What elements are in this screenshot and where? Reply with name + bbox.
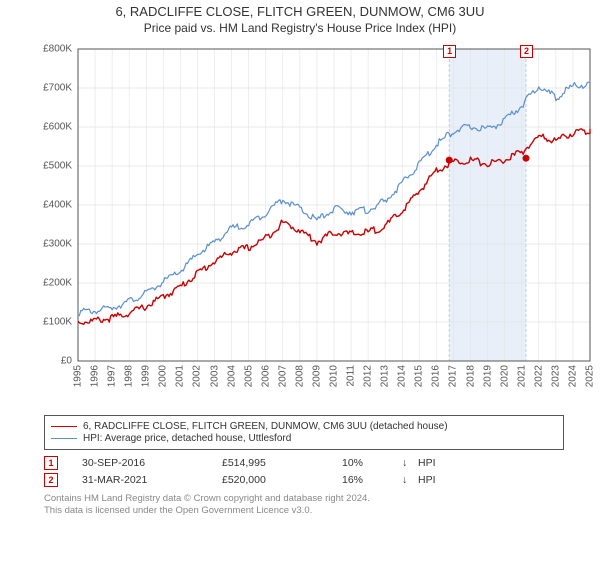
- x-axis-label: 2018: [465, 365, 476, 387]
- y-axis-label: £200K: [43, 278, 72, 289]
- x-axis-label: 2016: [431, 365, 442, 387]
- sale-date: 30-SEP-2016: [82, 457, 222, 469]
- sale-hpi-label: HPI: [418, 474, 436, 486]
- x-axis-label: 2014: [397, 365, 408, 387]
- footer-line1: Contains HM Land Registry data © Crown c…: [44, 493, 600, 505]
- legend-swatch-hpi: [51, 438, 77, 439]
- legend-item-hpi: HPI: Average price, detached house, Uttl…: [51, 433, 557, 444]
- x-axis-label: 1997: [107, 365, 118, 387]
- y-axis-label: £100K: [43, 317, 72, 328]
- down-arrow-icon: ↓: [402, 474, 418, 486]
- x-axis-label: 2009: [311, 365, 322, 387]
- x-axis-label: 2020: [499, 365, 510, 387]
- page-subtitle: Price paid vs. HM Land Registry's House …: [0, 21, 600, 35]
- x-axis-label: 2001: [175, 365, 186, 387]
- y-axis-label: £0: [61, 356, 72, 367]
- x-axis-label: 1999: [141, 365, 152, 387]
- y-axis-label: £600K: [43, 122, 72, 133]
- table-row: 1 30-SEP-2016 £514,995 10% ↓ HPI: [44, 456, 564, 470]
- x-axis-label: 1998: [124, 365, 135, 387]
- price-chart: [38, 41, 598, 411]
- x-axis-label: 2002: [192, 365, 203, 387]
- sale-marker-2: 2: [44, 473, 58, 487]
- sale-pct: 10%: [342, 457, 402, 469]
- x-axis-label: 2000: [158, 365, 169, 387]
- x-axis-label: 2005: [243, 365, 254, 387]
- x-axis-label: 2006: [260, 365, 271, 387]
- legend-label: HPI: Average price, detached house, Uttl…: [83, 433, 291, 444]
- x-axis-label: 2012: [363, 365, 374, 387]
- x-axis-label: 1996: [90, 365, 101, 387]
- x-axis-label: 2023: [550, 365, 561, 387]
- sale-date: 31-MAR-2021: [82, 474, 222, 486]
- x-axis-label: 2024: [567, 365, 578, 387]
- y-axis-label: £300K: [43, 239, 72, 250]
- sales-table: 1 30-SEP-2016 £514,995 10% ↓ HPI 2 31-MA…: [44, 456, 564, 487]
- chart-area: £0 £100K £200K £300K £400K £500K £600K £700K £80…: [38, 41, 598, 411]
- table-row: 2 31-MAR-2021 £520,000 16% ↓ HPI: [44, 473, 564, 487]
- down-arrow-icon: ↓: [402, 457, 418, 469]
- footer-line2: This data is licensed under the Open Gov…: [44, 505, 600, 517]
- sale-price: £514,995: [222, 457, 342, 469]
- footer-attribution: Contains HM Land Registry data © Crown c…: [44, 493, 600, 518]
- sale-marker-1: 1: [44, 456, 58, 470]
- page-title: 6, RADCLIFFE CLOSE, FLITCH GREEN, DUNMOW…: [0, 4, 600, 19]
- sale-price: £520,000: [222, 474, 342, 486]
- x-axis-label: 2007: [277, 365, 288, 387]
- x-axis-label: 2015: [414, 365, 425, 387]
- x-axis-label: 2022: [533, 365, 544, 387]
- x-axis-label: 2004: [226, 365, 237, 387]
- legend-item-property: 6, RADCLIFFE CLOSE, FLITCH GREEN, DUNMOW…: [51, 421, 557, 432]
- sale-marker-box: 2: [520, 45, 533, 58]
- legend-swatch-property: [51, 426, 77, 427]
- sale-hpi-label: HPI: [418, 457, 436, 469]
- x-axis-label: 2019: [482, 365, 493, 387]
- x-axis-label: 2013: [380, 365, 391, 387]
- x-axis-label: 1995: [73, 365, 84, 387]
- y-axis-label: £400K: [43, 200, 72, 211]
- sale-pct: 16%: [342, 474, 402, 486]
- x-axis-label: 2011: [346, 365, 357, 387]
- x-axis-label: 2008: [294, 365, 305, 387]
- y-axis-label: £500K: [43, 161, 72, 172]
- sale-marker-box: 1: [443, 45, 456, 58]
- y-axis-label: £800K: [43, 44, 72, 55]
- legend-label: 6, RADCLIFFE CLOSE, FLITCH GREEN, DUNMOW…: [83, 421, 448, 432]
- x-axis-label: 2017: [448, 365, 459, 387]
- legend: 6, RADCLIFFE CLOSE, FLITCH GREEN, DUNMOW…: [44, 415, 564, 450]
- x-axis-label: 2021: [516, 365, 527, 387]
- y-axis-label: £700K: [43, 83, 72, 94]
- x-axis-label: 2003: [209, 365, 220, 387]
- x-axis-label: 2025: [585, 365, 596, 387]
- x-axis-label: 2010: [329, 365, 340, 387]
